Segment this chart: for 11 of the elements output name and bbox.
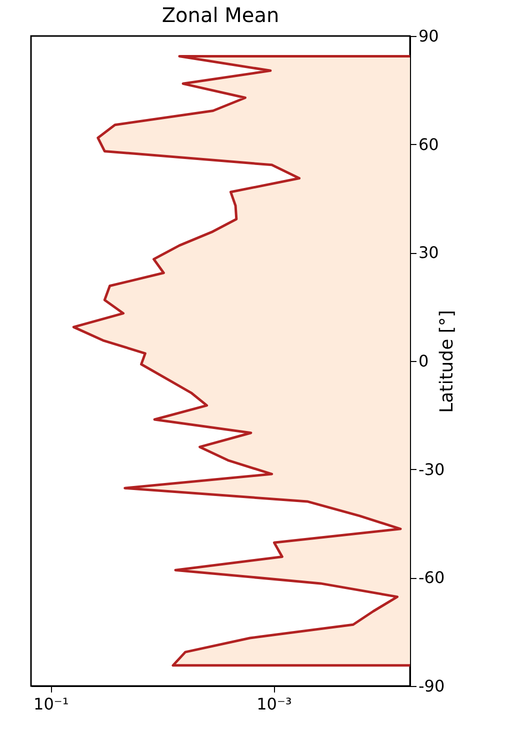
y-tick-label: -90 (418, 676, 445, 696)
x-tick-label: 10⁻¹ (34, 694, 69, 714)
y-tick-label: 60 (418, 134, 439, 154)
y-tick-label: 30 (418, 243, 439, 262)
y-tick-label: -30 (418, 460, 445, 479)
x-tick-label: 10⁻³ (256, 694, 292, 714)
y-tick-label: -60 (418, 568, 445, 588)
y-tick-label: 90 (418, 26, 439, 46)
chart-title: Zonal Mean (162, 3, 280, 27)
y-axis-title: Latitude [°] (436, 310, 458, 413)
y-tick-label: 0 (418, 352, 429, 370)
